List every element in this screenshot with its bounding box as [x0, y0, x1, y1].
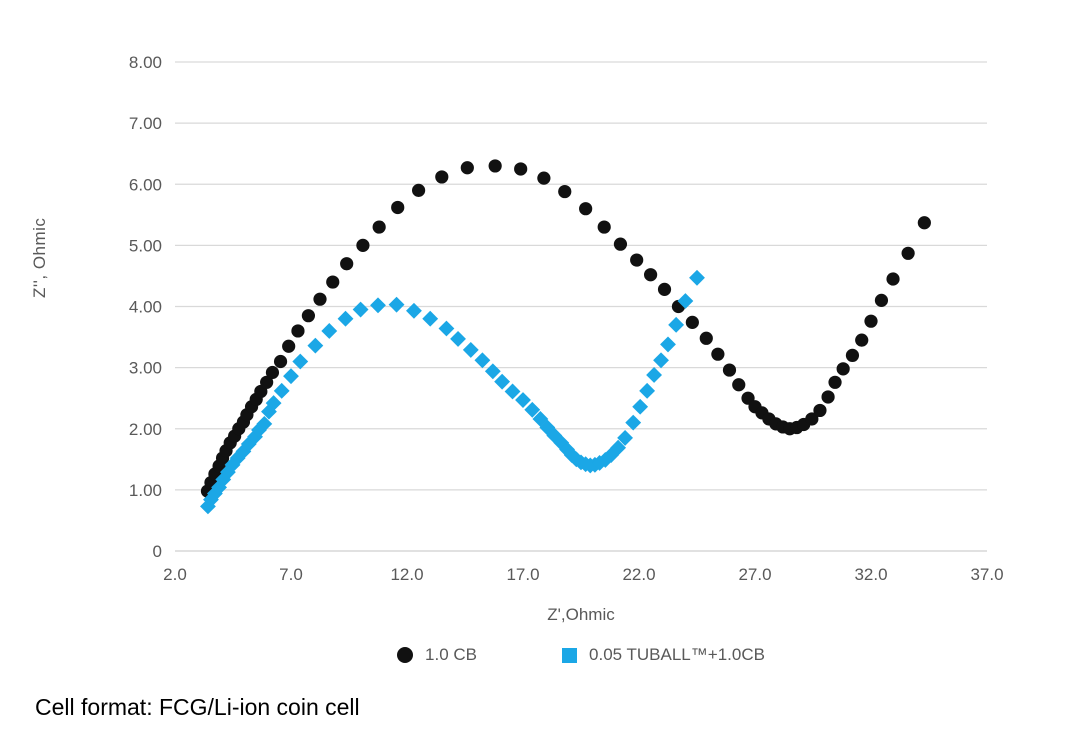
svg-text:6.00: 6.00: [129, 175, 162, 194]
svg-text:3.00: 3.00: [129, 359, 162, 378]
svg-text:37.0: 37.0: [970, 565, 1003, 584]
chart-legend: 1.0 CB 0.05 TUBALL™+1.0CB: [175, 645, 987, 665]
chart-plot-area: 0 1.00 2.00 3.00 4.00 5.00 6.00 7.00 8.00 2.0 7.0 1…: [129, 53, 1004, 584]
svg-text:17.0: 17.0: [506, 565, 539, 584]
svg-text:0: 0: [153, 542, 162, 561]
svg-text:2.0: 2.0: [163, 565, 187, 584]
svg-text:2.00: 2.00: [129, 420, 162, 439]
svg-text:8.00: 8.00: [129, 53, 162, 72]
svg-text:7.00: 7.00: [129, 114, 162, 133]
legend-label-tuball: 0.05 TUBALL™+1.0CB: [589, 645, 765, 664]
legend-label-cb: 1.0 CB: [425, 645, 478, 664]
blue-square-marker-icon: [562, 647, 578, 663]
svg-text:32.0: 32.0: [854, 565, 887, 584]
svg-text:27.0: 27.0: [738, 565, 771, 584]
y-axis-title: Z'', Ohmic: [30, 217, 49, 299]
x-axis-title: Z',Ohmic: [547, 605, 615, 624]
legend-item-tuball: 0.05 TUBALL™+1.0CB: [562, 645, 765, 665]
svg-text:12.0: 12.0: [390, 565, 423, 584]
svg-text:5.00: 5.00: [129, 236, 162, 255]
legend-item-cb: 1.0 CB: [397, 645, 477, 665]
svg-text:4.00: 4.00: [129, 298, 162, 317]
svg-text:1.00: 1.00: [129, 481, 162, 500]
svg-text:7.0: 7.0: [279, 565, 303, 584]
black-circle-marker-icon: [397, 647, 414, 663]
svg-text:22.0: 22.0: [622, 565, 655, 584]
figure-caption: Cell format: FCG/Li-ion coin cell: [35, 694, 360, 720]
